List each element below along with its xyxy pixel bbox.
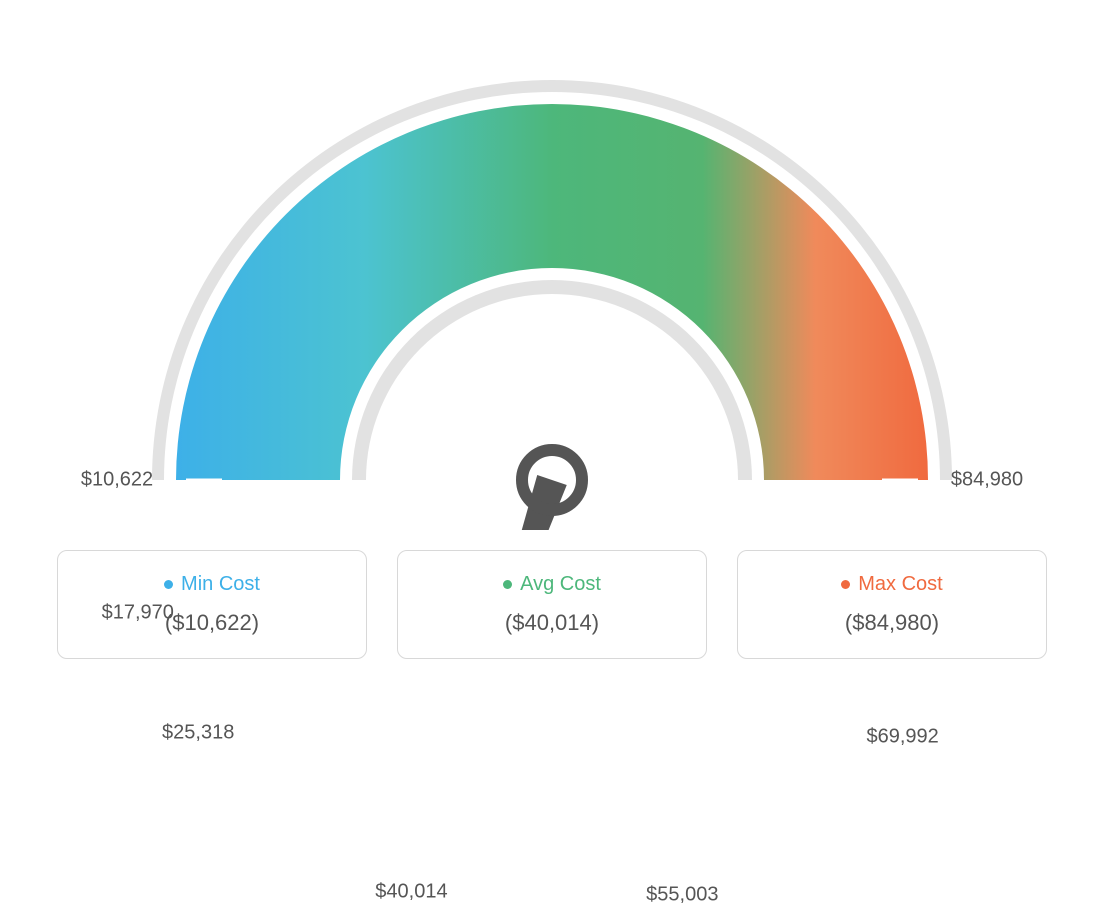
legend-card: Max Cost ($84,980) (737, 550, 1047, 659)
legend-value: ($40,014) (418, 610, 686, 636)
gauge-tick-label: $55,003 (646, 884, 718, 907)
gauge-tick-label: $84,980 (951, 469, 1023, 492)
legend-label: Avg Cost (520, 573, 601, 596)
gauge-needle (461, 475, 567, 530)
legend-dot-icon (503, 580, 512, 589)
legend-dot-icon (841, 580, 850, 589)
gauge-tick-label: $40,014 (375, 880, 447, 903)
legend-row: Min Cost($10,622)Avg Cost($40,014)Max Co… (52, 550, 1052, 659)
gauge-tick-label: $69,992 (867, 726, 939, 749)
gauge-tick-label: $10,622 (81, 469, 153, 492)
gauge-tick-label: $25,318 (162, 722, 234, 745)
legend-title: Min Cost (164, 573, 260, 596)
legend-label: Max Cost (858, 573, 942, 596)
legend-title: Avg Cost (503, 573, 601, 596)
legend-card: Avg Cost ($40,014) (397, 550, 707, 659)
legend-title: Max Cost (841, 573, 942, 596)
gauge-tick-label: $17,970 (102, 601, 174, 624)
legend-value: ($84,980) (758, 610, 1026, 636)
legend-label: Min Cost (181, 573, 260, 596)
cost-gauge: $10,622$17,970$25,318$40,014$55,003$69,9… (52, 10, 1052, 530)
legend-dot-icon (164, 580, 173, 589)
gauge-svg (52, 10, 1052, 530)
